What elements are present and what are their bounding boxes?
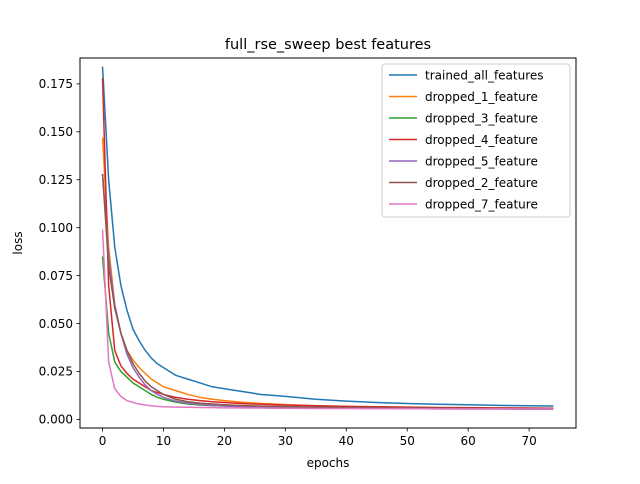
x-tick-label: 70 bbox=[521, 434, 536, 448]
chart-title: full_rse_sweep best features bbox=[225, 37, 431, 53]
legend-label: dropped_1_feature bbox=[425, 90, 538, 104]
legend-label: dropped_2_feature bbox=[425, 176, 538, 190]
x-axis-label: epochs bbox=[307, 456, 350, 470]
y-tick-label: 0.025 bbox=[39, 365, 73, 379]
legend-label: dropped_3_feature bbox=[425, 111, 538, 125]
y-axis-ticks: 0.000 0.025 0.050 0.075 0.100 0.125 0.150 0.175 bbox=[39, 77, 80, 427]
x-tick-label: 50 bbox=[400, 434, 415, 448]
plot-frame bbox=[79, 57, 577, 429]
legend-label: dropped_7_feature bbox=[425, 197, 538, 211]
y-tick-label: 0.100 bbox=[39, 221, 73, 235]
chart-legend: trained_all_features dropped_1_featuredro… bbox=[381, 63, 571, 218]
x-tick-label: 60 bbox=[461, 434, 476, 448]
plot-lines bbox=[101, 66, 554, 410]
x-axis-ticks: 0 10 20 30 40 50 60 70 bbox=[99, 428, 537, 448]
legend-label: dropped_5_feature bbox=[425, 154, 538, 168]
y-tick-label: 0.150 bbox=[39, 125, 73, 139]
x-tick-label: 20 bbox=[217, 434, 232, 448]
legend-box bbox=[381, 63, 571, 218]
x-tick-label: 40 bbox=[339, 434, 354, 448]
y-tick-label: 0.000 bbox=[39, 413, 73, 427]
x-tick-label: 0 bbox=[99, 434, 107, 448]
y-tick-label: 0.125 bbox=[39, 173, 73, 187]
legend-label: dropped_4_feature bbox=[425, 133, 538, 147]
y-tick-label: 0.175 bbox=[39, 77, 73, 91]
series-line-1 bbox=[101, 66, 554, 407]
y-tick-label: 0.050 bbox=[39, 317, 73, 331]
x-tick-label: 10 bbox=[156, 434, 171, 448]
series-line-6 bbox=[101, 173, 554, 410]
y-axis-label: loss bbox=[11, 231, 25, 254]
legend-label: trained_all_features bbox=[425, 68, 544, 82]
y-tick-label: 0.075 bbox=[39, 269, 73, 283]
series-line-7 bbox=[101, 229, 554, 410]
x-tick-label: 30 bbox=[278, 434, 293, 448]
